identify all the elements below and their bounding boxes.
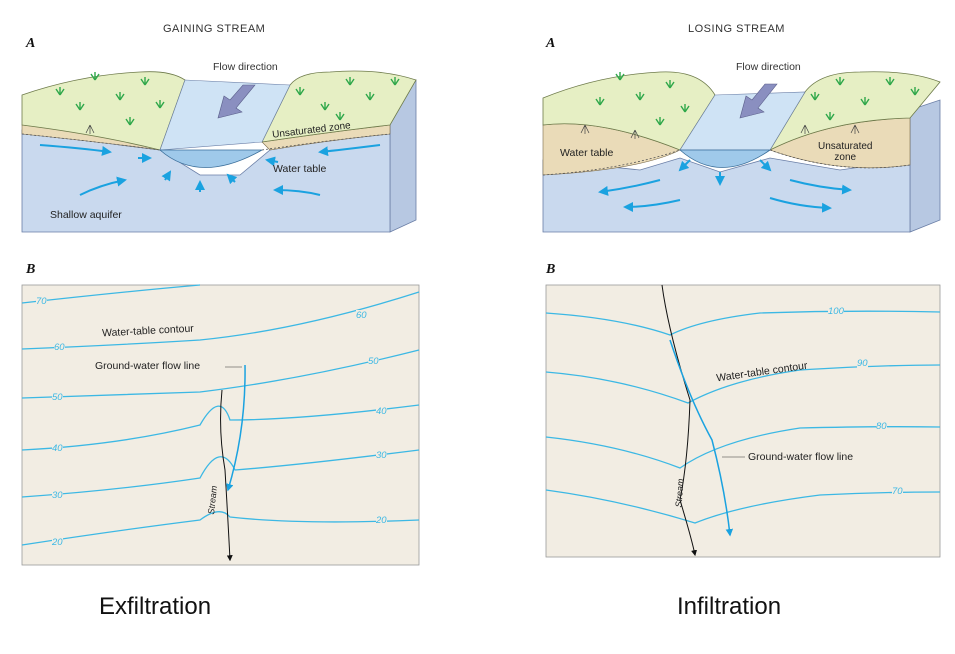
losing-map: [545, 284, 941, 558]
losing-contour-70: 70: [892, 486, 903, 497]
gaining-contour-right-60: 60: [356, 310, 367, 321]
losing-block-letter: A: [546, 36, 556, 51]
losing-unsaturated-zone-label: Unsaturated zone: [818, 141, 872, 163]
exfiltration-caption: Exfiltration: [99, 593, 212, 620]
gaining-stream-title: GAINING STREAM: [163, 23, 266, 35]
gaining-map-letter: B: [26, 262, 36, 277]
losing-flow-line-label: Ground-water flow line: [748, 451, 854, 463]
gaining-contour-right-50: 50: [368, 356, 379, 367]
gaining-contour-left-40: 40: [52, 443, 63, 454]
gaining-contour-right-40: 40: [376, 406, 387, 417]
losing-stream-label: Stream: [673, 478, 686, 508]
losing-block: [542, 71, 941, 233]
losing-water-table-label: Water table: [560, 147, 614, 159]
gaining-contour-left-70: 70: [36, 296, 47, 307]
gaining-contour-left-50: 50: [52, 392, 63, 403]
losing-unsaturated-line1: Unsaturated: [818, 141, 873, 152]
gaining-contour-left-20: 20: [52, 537, 63, 548]
infiltration-caption: Infiltration: [677, 593, 782, 620]
losing-unsaturated-line2: zone: [834, 152, 857, 163]
gaining-block: [21, 70, 417, 233]
gaining-flow-line-label: Ground-water flow line: [95, 360, 201, 372]
shallow-aquifer-label: Shallow aquifer: [50, 209, 122, 221]
losing-contour-80: 80: [876, 421, 887, 432]
gaining-contour-left-30: 30: [52, 490, 63, 501]
losing-contour-100: 100: [828, 306, 844, 317]
gaining-contour-right-30: 30: [376, 450, 387, 461]
losing-map-letter: B: [546, 262, 556, 277]
gaining-map: [21, 284, 420, 566]
gaining-contour-right-20: 20: [376, 515, 387, 526]
losing-stream-title: LOSING STREAM: [688, 23, 785, 35]
losing-contour-90: 90: [857, 358, 868, 369]
gaining-water-table-label: Water table: [273, 163, 327, 175]
gaining-block-letter: A: [26, 36, 36, 51]
gaining-flow-direction-label: Flow direction: [213, 61, 278, 73]
losing-flow-direction-label: Flow direction: [736, 61, 801, 73]
gaining-contour-left-60: 60: [54, 342, 65, 353]
